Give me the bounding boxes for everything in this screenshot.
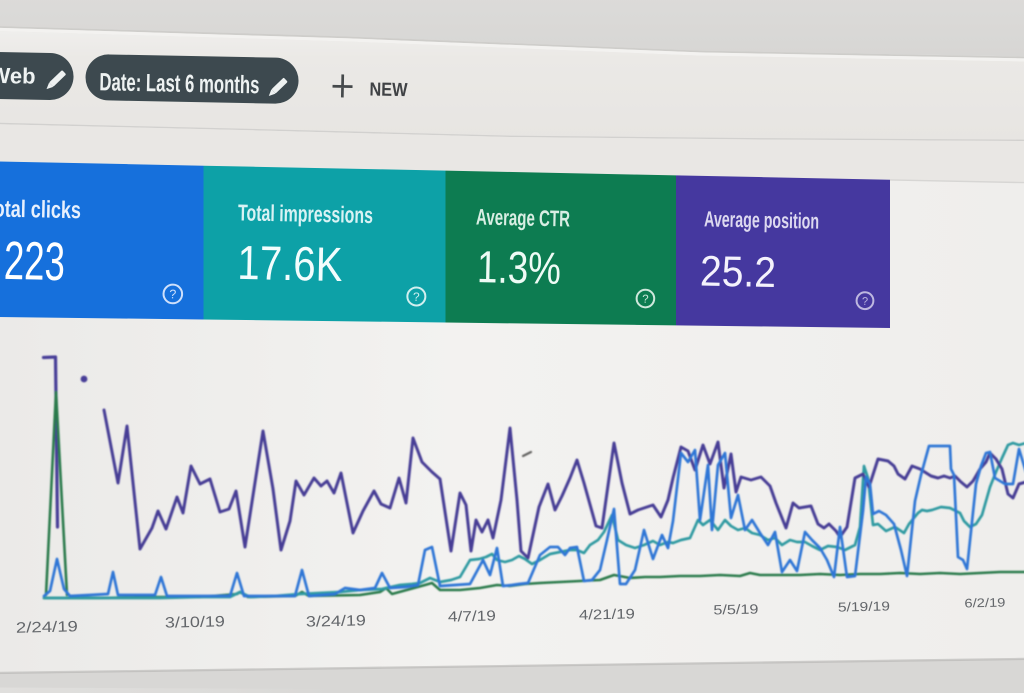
svg-text:4/21/19: 4/21/19: [579, 605, 636, 622]
svg-text:25.2: 25.2: [700, 248, 777, 298]
svg-text:1.3%: 1.3%: [477, 241, 562, 294]
svg-text:Web: Web: [0, 63, 36, 89]
svg-text:Average CTR: Average CTR: [476, 205, 570, 232]
svg-text:?: ?: [413, 290, 420, 304]
svg-text:Total clicks: Total clicks: [0, 195, 81, 224]
svg-text:5/19/19: 5/19/19: [838, 598, 890, 614]
svg-text:NEW: NEW: [369, 79, 407, 101]
svg-text:Average position: Average position: [704, 206, 819, 233]
svg-text:0: 0: [0, 230, 2, 290]
svg-text:6/2/19: 6/2/19: [964, 596, 1005, 611]
svg-text:Total impressions: Total impressions: [238, 199, 374, 228]
svg-text:17.6K: 17.6K: [237, 237, 343, 292]
svg-text:3/24/19: 3/24/19: [306, 612, 366, 630]
svg-text:?: ?: [169, 287, 176, 301]
svg-text:2/24/19: 2/24/19: [16, 618, 78, 636]
svg-text:223: 223: [3, 231, 65, 292]
svg-text:?: ?: [862, 296, 868, 308]
svg-text:?: ?: [642, 294, 649, 306]
svg-text:4/7/19: 4/7/19: [448, 608, 496, 625]
svg-text:3/10/19: 3/10/19: [165, 613, 225, 631]
svg-text:Date: Last 6 months: Date: Last 6 months: [99, 68, 260, 99]
svg-text:5/5/19: 5/5/19: [713, 601, 758, 617]
